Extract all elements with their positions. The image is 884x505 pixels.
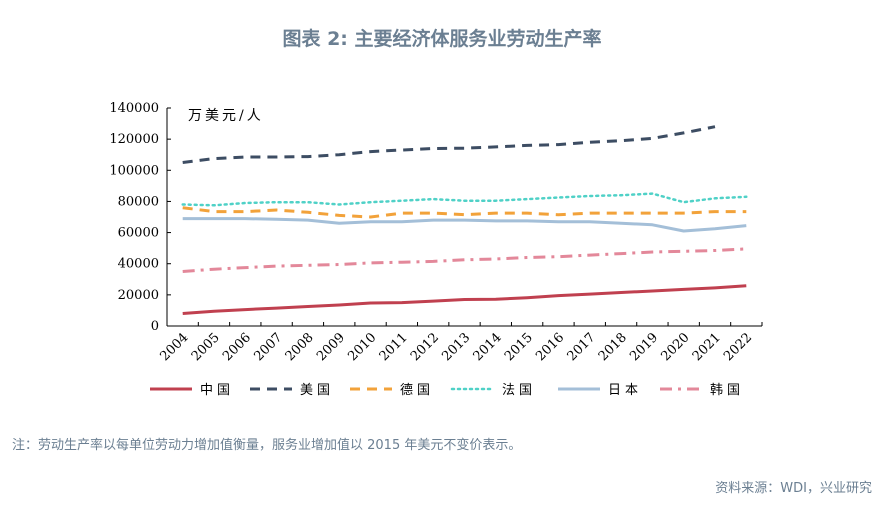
- legend-label-日本: 日本: [608, 383, 642, 398]
- x-tick-label: 2021: [690, 330, 724, 364]
- x-tick-label: 2011: [377, 330, 411, 364]
- series-line-中国: [182, 284, 747, 315]
- x-tick-label: 2013: [439, 330, 473, 364]
- y-tick-label: 40000: [118, 257, 159, 272]
- x-tick-label: 2005: [189, 330, 223, 364]
- line-chart: 0 20000 40000 60000 80000 100000 120000 140000 2…: [109, 101, 763, 398]
- legend-label-美国: 美国: [300, 383, 334, 398]
- x-tick-label: 2019: [627, 330, 661, 364]
- chart-title: 图表 2: 主要经济体服务业劳动生产率: [282, 28, 602, 50]
- x-tick-label: 2016: [533, 330, 567, 364]
- x-tick-label: 2020: [659, 330, 693, 364]
- legend-label-法国: 法国: [502, 383, 536, 398]
- x-tick-label: 2006: [220, 330, 254, 364]
- series-line-法国: [181, 192, 748, 207]
- chart-legend: 中国 美国 德国 法国 日本 韩国: [150, 383, 744, 398]
- x-tick-label: 2015: [502, 330, 536, 364]
- y-tick-label: 120000: [109, 132, 159, 147]
- legend-label-中国: 中国: [200, 383, 234, 398]
- x-tick-label: 2009: [314, 330, 348, 364]
- source-text: 资料来源：WDI，兴业研究: [715, 481, 872, 496]
- x-tick-label: 2007: [251, 330, 285, 364]
- series-line-韩国: [182, 247, 747, 273]
- chart-axes: 0 20000 40000 60000 80000 100000 120000 140000 2…: [109, 101, 763, 364]
- y-tick-label: 20000: [118, 288, 159, 303]
- y-tick-label: 80000: [118, 194, 159, 209]
- y-tick-label: 60000: [118, 226, 159, 241]
- x-tick-label: 2008: [283, 330, 317, 364]
- y-tick-label: 140000: [109, 101, 159, 116]
- legend-label-韩国: 韩国: [710, 383, 744, 398]
- y-tick-label: 100000: [109, 163, 159, 178]
- series-line-美国: [182, 125, 716, 164]
- x-tick-label: 2018: [596, 330, 630, 364]
- series-line-日本: [182, 217, 747, 233]
- y-tick-label: 0: [151, 319, 159, 334]
- unit-label: 万美元/人: [188, 108, 264, 124]
- x-tick-label: 2014: [471, 330, 505, 364]
- footnote: 注：劳动生产率以每单位劳动力增加值衡量，服务业增加值以 2015 年美元不变价表…: [12, 438, 522, 453]
- x-tick-label: 2022: [721, 330, 755, 364]
- chart-series-lines: [181, 125, 748, 315]
- x-tick-label: 2004: [157, 330, 191, 364]
- legend-label-德国: 德国: [400, 383, 434, 398]
- x-tick-label: 2012: [408, 330, 442, 364]
- x-tick-label: 2010: [345, 330, 379, 364]
- series-line-德国: [182, 206, 747, 219]
- x-tick-label: 2017: [565, 330, 599, 364]
